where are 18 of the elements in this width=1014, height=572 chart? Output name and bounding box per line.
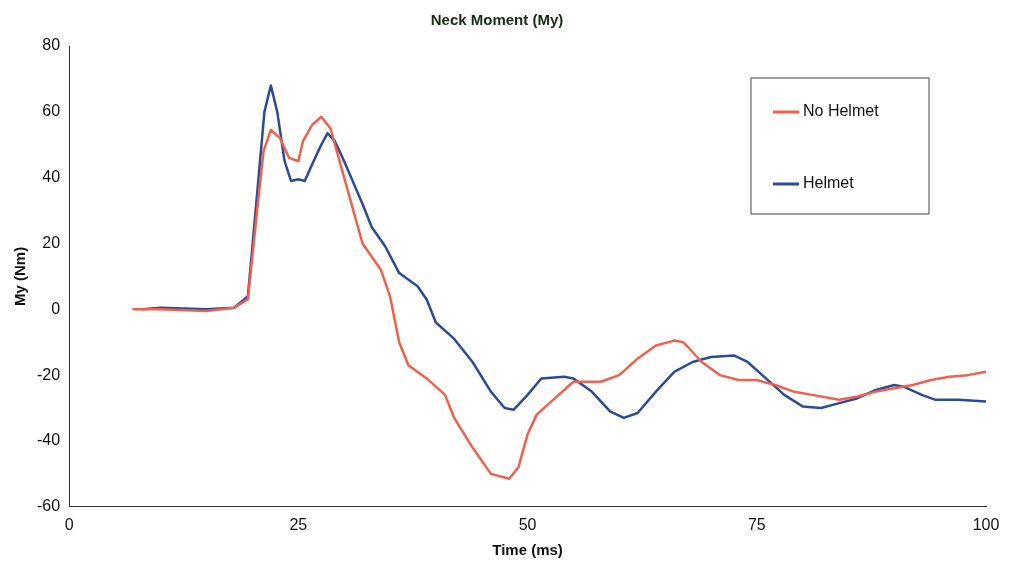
y-tick-label: 80 bbox=[42, 36, 61, 54]
legend-label: Helmet bbox=[803, 174, 855, 192]
x-tick-label: 100 bbox=[972, 515, 1000, 533]
y-tick-label: 40 bbox=[42, 168, 61, 186]
y-tick-label: -40 bbox=[37, 431, 61, 449]
chart-title: Neck Moment (My) bbox=[430, 11, 564, 29]
x-tick-label: 75 bbox=[747, 515, 766, 533]
x-axis-title: Time (ms) bbox=[492, 541, 563, 559]
y-tick-label: 20 bbox=[42, 233, 61, 251]
y-tick-label: -20 bbox=[37, 365, 61, 383]
y-tick-label: 60 bbox=[42, 102, 61, 120]
y-axis-title: My (Nm) bbox=[11, 246, 29, 306]
legend-label: No Helmet bbox=[803, 102, 880, 120]
x-tick-label: 50 bbox=[518, 515, 537, 533]
y-tick-label: 0 bbox=[51, 299, 61, 317]
x-tick-label: 25 bbox=[289, 515, 308, 533]
x-tick-label: 0 bbox=[64, 515, 74, 533]
y-tick-label: -60 bbox=[37, 497, 61, 515]
